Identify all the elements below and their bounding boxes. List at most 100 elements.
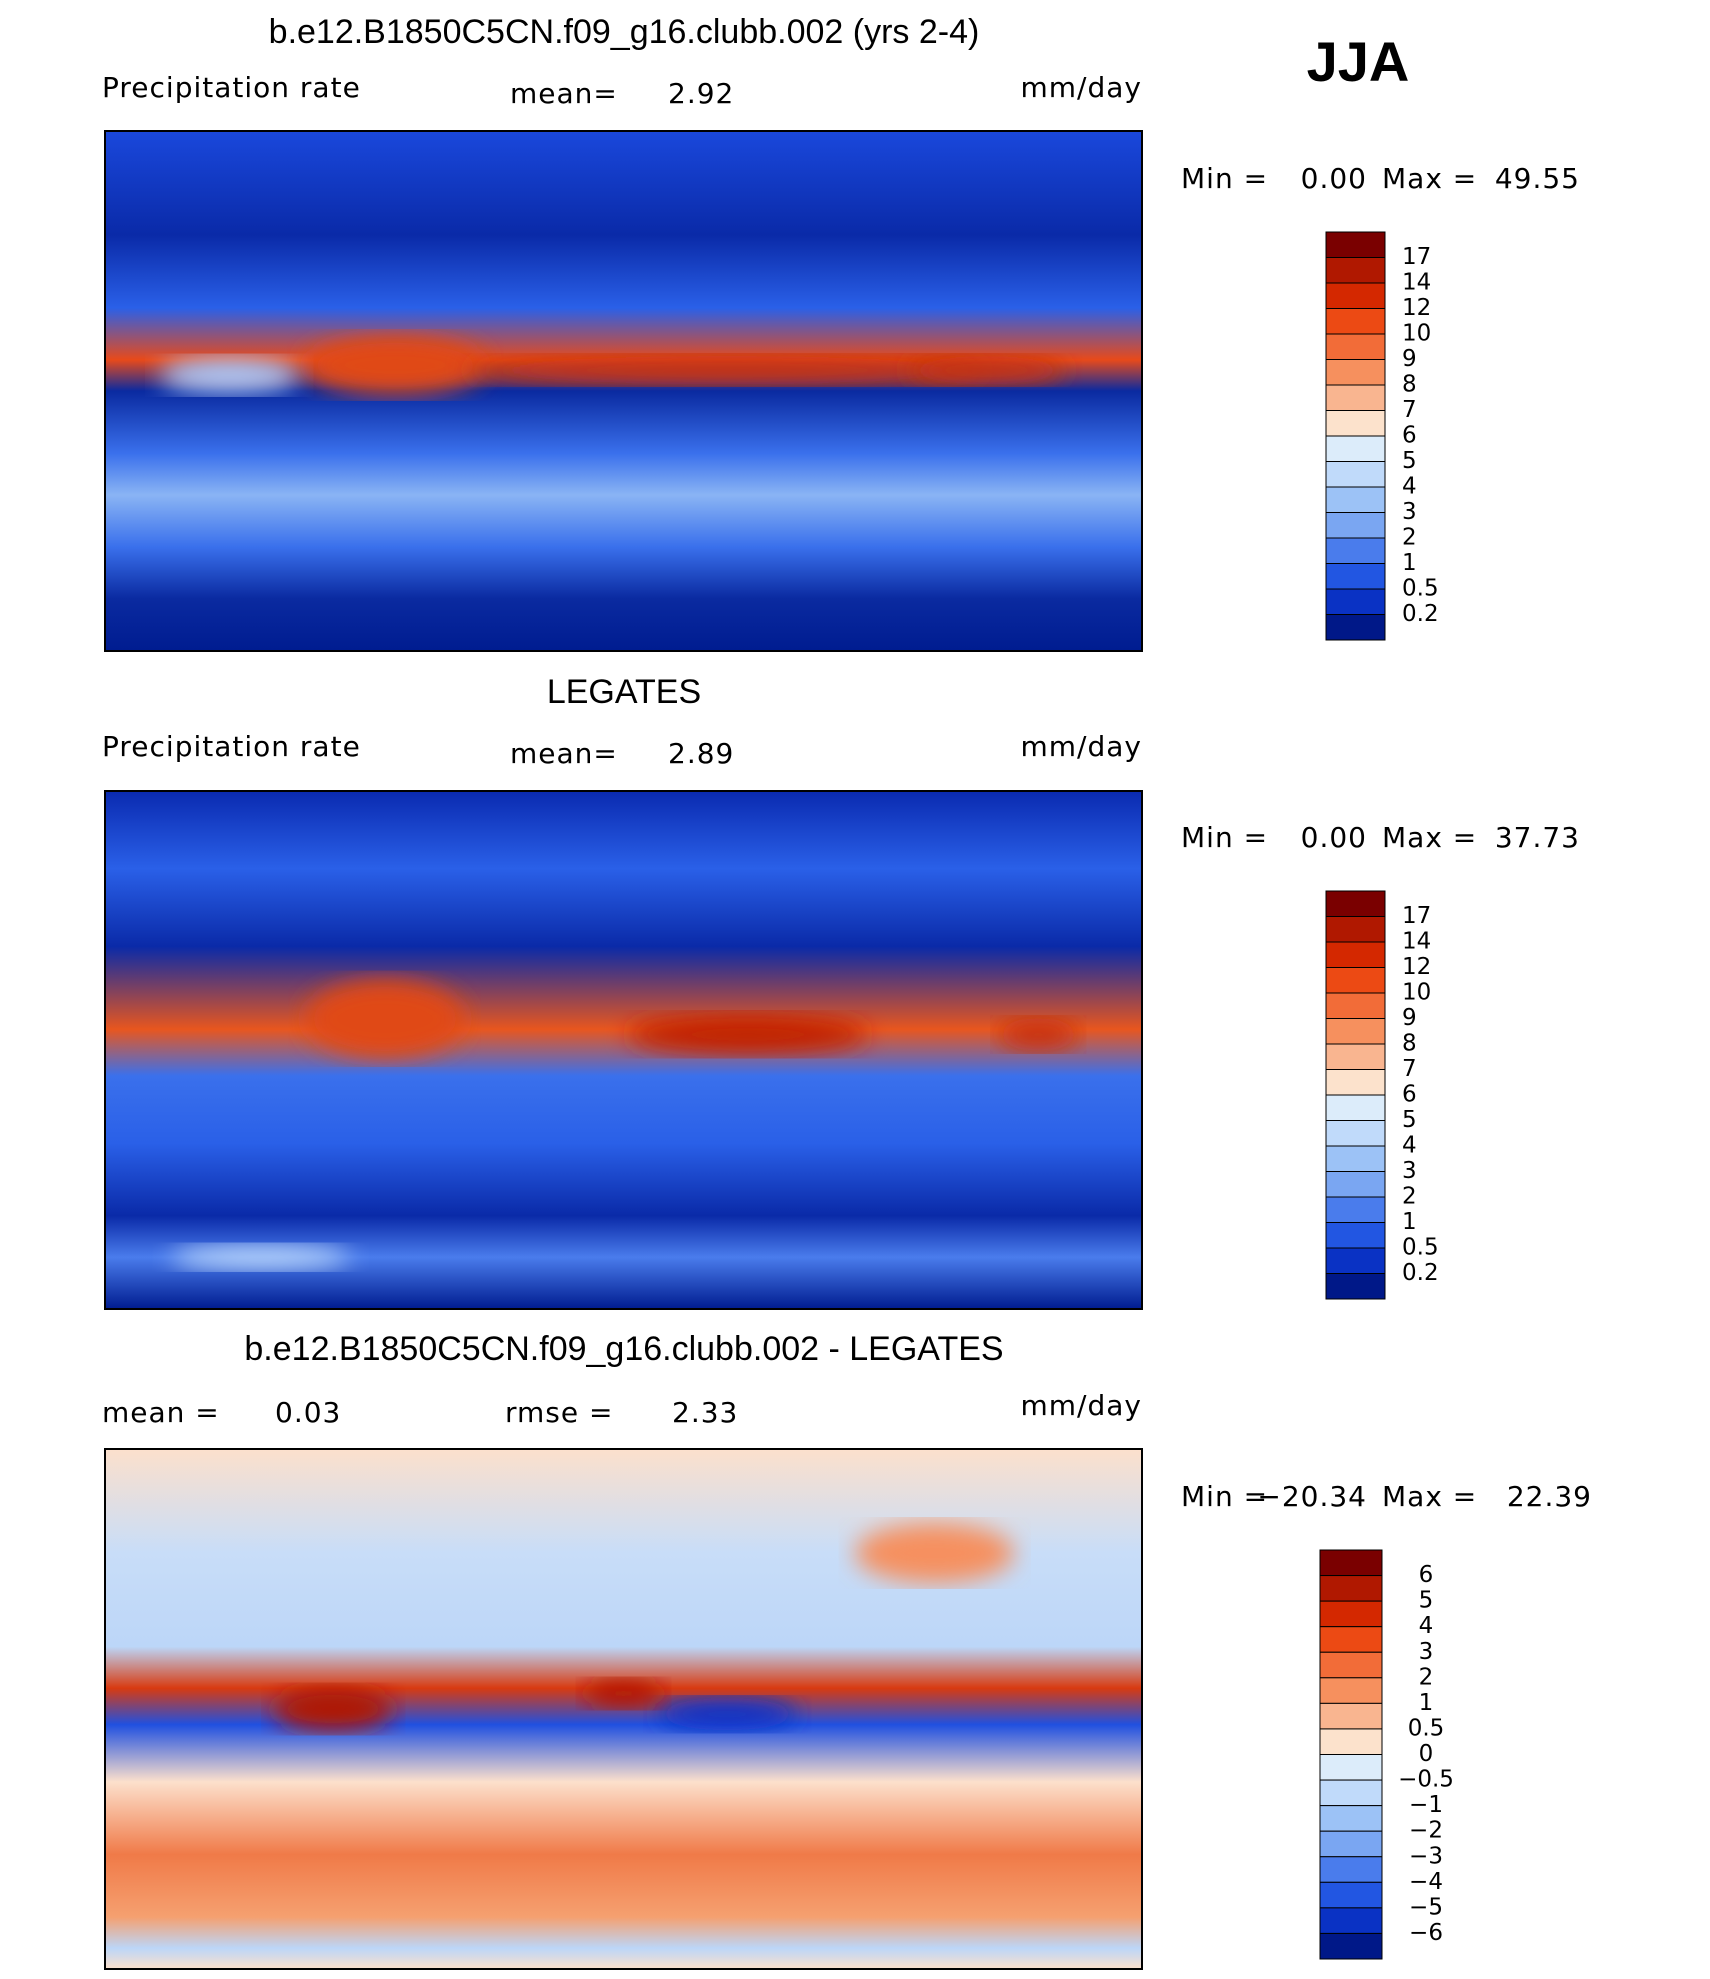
field-blob bbox=[273, 1687, 394, 1731]
colorbar-label: −3 bbox=[1409, 1843, 1443, 1869]
colorbar-label: 1 bbox=[1419, 1690, 1434, 1716]
colorbar-label: 12 bbox=[1402, 954, 1431, 980]
map-frame bbox=[104, 130, 1143, 652]
min-value: −20.34 bbox=[1257, 1480, 1367, 1513]
colorbar-box bbox=[1325, 1069, 1386, 1096]
colorbar-label: 0 bbox=[1419, 1741, 1434, 1767]
colorbar-box bbox=[1325, 1120, 1386, 1147]
colorbar-box bbox=[1325, 916, 1386, 943]
min-label: Min = bbox=[1181, 821, 1268, 854]
colorbar-box bbox=[1319, 1754, 1383, 1781]
colorbar-box bbox=[1325, 231, 1386, 258]
colorbar-box bbox=[1325, 333, 1386, 360]
panel-title: b.e12.B1850C5CN.f09_g16.clubb.002 (yrs 2… bbox=[269, 13, 980, 51]
colorbar-box bbox=[1325, 537, 1386, 564]
colorbar-label: −0.5 bbox=[1398, 1767, 1454, 1793]
field-blob bbox=[305, 335, 486, 395]
colorbar-box bbox=[1319, 1805, 1383, 1832]
colorbar-label: 9 bbox=[1402, 1005, 1417, 1031]
colorbar-label: 0.2 bbox=[1402, 601, 1439, 627]
colorbar-label: 6 bbox=[1402, 1082, 1417, 1108]
field-blob bbox=[906, 356, 1067, 385]
colorbar-label: 1 bbox=[1402, 550, 1417, 576]
stat-value: 2.89 bbox=[668, 737, 734, 770]
colorbar-label: 12 bbox=[1402, 295, 1431, 321]
stat-label: rmse = bbox=[505, 1396, 613, 1429]
colorbar-label: 2 bbox=[1402, 525, 1417, 551]
colorbar-box bbox=[1325, 890, 1386, 917]
stat-value: 0.03 bbox=[275, 1396, 341, 1429]
field-blob bbox=[854, 1523, 1015, 1583]
map bbox=[105, 1449, 1142, 1969]
colorbar-box bbox=[1319, 1575, 1383, 1602]
colorbar-label: −6 bbox=[1409, 1920, 1443, 1946]
max-label: Max = bbox=[1382, 821, 1477, 854]
map-frame bbox=[104, 1448, 1143, 1970]
colorbar-box bbox=[1319, 1651, 1383, 1679]
colorbar-label: 5 bbox=[1402, 448, 1417, 474]
colorbar-box bbox=[1325, 967, 1386, 994]
colorbar-label: 10 bbox=[1402, 321, 1431, 347]
colorbar-label: 6 bbox=[1419, 1562, 1434, 1588]
colorbar-label: 6 bbox=[1402, 423, 1417, 449]
field-blob bbox=[467, 356, 988, 385]
colorbar-label: 17 bbox=[1402, 903, 1431, 929]
field-blob bbox=[583, 1679, 664, 1708]
colorbar-label: 8 bbox=[1402, 372, 1417, 398]
map-field bbox=[105, 1449, 1142, 1969]
colorbar-label: 0.5 bbox=[1408, 1715, 1445, 1741]
colorbar-box bbox=[1325, 410, 1386, 437]
panel: LEGATES Precipitation rate mean= 2.89 mm/day… bbox=[102, 673, 1580, 1310]
stat-label: mean = bbox=[102, 1396, 220, 1429]
panel: b.e12.B1850C5CN.f09_g16.clubb.002 - LEGA… bbox=[102, 1330, 1592, 1970]
max-label: Max = bbox=[1382, 1480, 1477, 1513]
max-value: 49.55 bbox=[1495, 162, 1580, 195]
min-value: 0.00 bbox=[1301, 821, 1367, 854]
colorbar-box bbox=[1325, 1171, 1386, 1198]
max-value: 37.73 bbox=[1495, 821, 1580, 854]
colorbar-label: 1 bbox=[1402, 1209, 1417, 1235]
field-blob bbox=[159, 357, 300, 394]
colorbar-box bbox=[1319, 1881, 1383, 1909]
colorbar-label: 3 bbox=[1419, 1639, 1434, 1665]
colorbar-box bbox=[1319, 1728, 1383, 1755]
colorbar-label: 0.5 bbox=[1402, 1235, 1439, 1261]
variable-label: Precipitation rate bbox=[102, 71, 361, 104]
colorbar-box bbox=[1319, 1779, 1383, 1807]
colorbar-box bbox=[1325, 435, 1386, 462]
colorbar-label: 2 bbox=[1419, 1664, 1434, 1690]
colorbar-box bbox=[1325, 992, 1386, 1019]
colorbar-box bbox=[1325, 614, 1386, 641]
colorbar-box bbox=[1319, 1549, 1383, 1577]
field-blob bbox=[170, 1245, 351, 1270]
min-label: Min = bbox=[1181, 1480, 1268, 1513]
colorbar-box bbox=[1325, 461, 1386, 488]
colorbar-label: 0.2 bbox=[1402, 1260, 1439, 1286]
field-blob bbox=[627, 1014, 868, 1055]
max-label: Max = bbox=[1382, 162, 1477, 195]
colorbar-box bbox=[1325, 1043, 1386, 1070]
field-blob bbox=[304, 978, 465, 1059]
min-label: Min = bbox=[1181, 162, 1268, 195]
colorbar-box bbox=[1325, 257, 1386, 284]
min-value: 0.00 bbox=[1301, 162, 1367, 195]
colorbar-label: 4 bbox=[1402, 1133, 1417, 1159]
colorbar-label: 7 bbox=[1402, 397, 1417, 423]
field-blob bbox=[998, 1018, 1079, 1051]
colorbar-box bbox=[1325, 1018, 1386, 1045]
colorbar-box bbox=[1325, 1196, 1386, 1223]
colorbar-label: 7 bbox=[1402, 1056, 1417, 1082]
colorbar-label: −2 bbox=[1409, 1818, 1443, 1844]
colorbar-box bbox=[1325, 282, 1386, 309]
field-blob bbox=[657, 1698, 798, 1731]
colorbar-box bbox=[1325, 1247, 1386, 1274]
colorbar-box bbox=[1319, 1702, 1383, 1730]
season-label: JJA bbox=[1307, 30, 1410, 93]
map-field bbox=[105, 791, 1142, 1309]
colorbar-box bbox=[1319, 1907, 1383, 1934]
map-frame bbox=[104, 790, 1143, 1310]
max-value: 22.39 bbox=[1507, 1480, 1592, 1513]
panel: b.e12.B1850C5CN.f09_g16.clubb.002 (yrs 2… bbox=[102, 13, 1580, 652]
stat-label: mean= bbox=[510, 77, 618, 110]
